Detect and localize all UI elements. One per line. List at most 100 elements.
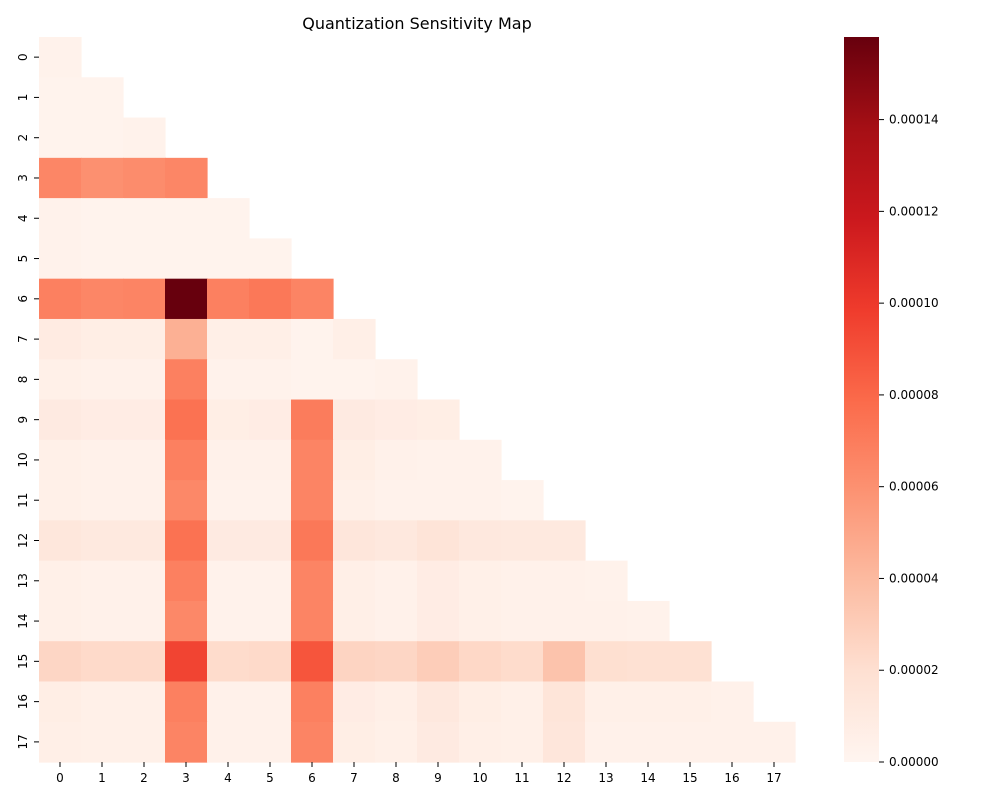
heatmap-cell-15-15 [669, 641, 712, 683]
heatmap-cell-15-5 [249, 641, 292, 683]
heatmap-cell-17-16 [711, 721, 754, 763]
heatmap-cell-16-14 [627, 681, 670, 723]
heatmap-cell-17-15 [669, 721, 712, 763]
heatmap-cell-12-2 [123, 520, 166, 562]
heatmap-cell-15-9 [417, 641, 460, 683]
y-tick-label: 10 [16, 452, 30, 467]
heatmap-cell-13-11 [501, 560, 544, 602]
heatmap-cell-10-1 [81, 439, 124, 481]
heatmap-cell-16-7 [333, 681, 376, 723]
x-tick-label: 12 [556, 771, 571, 785]
heatmap-cell-13-5 [249, 560, 292, 602]
heatmap-cell-9-8 [375, 399, 418, 441]
heatmap-cell-8-1 [81, 359, 124, 401]
colorbar: 0.00000 0.00002 0.00004 0.00006 0.00008 0.000… [844, 37, 939, 769]
heatmap-cell-10-3 [165, 439, 208, 481]
colorbar-tick-label: 0.00004 [889, 571, 939, 585]
heatmap-cell-13-13 [585, 560, 628, 602]
x-tick-label: 5 [266, 771, 274, 785]
heatmap-cell-16-12 [543, 681, 586, 723]
heatmap-cell-14-2 [123, 600, 166, 642]
heatmap-cell-12-12 [543, 520, 586, 562]
heatmap-cell-10-0 [39, 439, 82, 481]
heatmap-cell-6-1 [81, 278, 124, 320]
colorbar-tick-label: 0.00006 [889, 480, 939, 494]
heatmap-cell-14-13 [585, 600, 628, 642]
heatmap-cell-14-12 [543, 600, 586, 642]
heatmap-cell-15-2 [123, 641, 166, 683]
heatmap-cell-12-5 [249, 520, 292, 562]
heatmap-cell-2-1 [81, 117, 124, 159]
y-tick-label: 14 [16, 613, 30, 628]
y-tick-label: 12 [16, 533, 30, 548]
heatmap-cell-17-4 [207, 721, 250, 763]
heatmap-cell-11-11 [501, 480, 544, 521]
x-tick-label: 2 [140, 771, 148, 785]
heatmap-cell-6-0 [39, 278, 82, 320]
heatmap-cell-15-8 [375, 641, 418, 683]
heatmap-cell-5-4 [207, 238, 250, 280]
heatmap-cell-16-8 [375, 681, 418, 723]
heatmap-cell-13-1 [81, 560, 124, 602]
heatmap-cell-9-9 [417, 399, 460, 441]
colorbar-tick-label: 0.00010 [889, 296, 939, 310]
heatmap-cell-14-9 [417, 600, 460, 642]
heatmap-cell-12-3 [165, 520, 208, 562]
heatmap-cell-12-0 [39, 520, 82, 562]
heatmap-cell-12-10 [459, 520, 502, 562]
heatmap-cell-8-4 [207, 359, 250, 401]
heatmap-cell-15-13 [585, 641, 628, 683]
heatmap-cell-6-2 [123, 278, 166, 320]
heatmap-cell-5-0 [39, 238, 82, 280]
heatmap-cell-15-12 [543, 641, 586, 683]
heatmap-cell-14-14 [627, 600, 670, 642]
heatmap-cell-14-3 [165, 600, 208, 642]
heatmap-cell-13-2 [123, 560, 166, 602]
x-tick-label: 13 [598, 771, 613, 785]
heatmap-cell-12-7 [333, 520, 376, 562]
heatmap-cell-13-12 [543, 560, 586, 602]
heatmap-cell-0-0 [39, 37, 82, 78]
heatmap-cell-14-4 [207, 600, 250, 642]
heatmap-cell-15-1 [81, 641, 124, 683]
heatmap-cell-8-3 [165, 359, 208, 401]
x-tick-label: 6 [308, 771, 316, 785]
heatmap-cell-12-11 [501, 520, 544, 562]
heatmap-cell-6-4 [207, 278, 250, 320]
heatmap-cell-16-16 [711, 681, 754, 723]
heatmap-cell-12-1 [81, 520, 124, 562]
heatmap-cell-10-2 [123, 439, 166, 481]
heatmap-cell-11-3 [165, 480, 208, 521]
heatmap-cell-8-8 [375, 359, 418, 401]
heatmap-cell-2-0 [39, 117, 82, 159]
heatmap-cell-13-8 [375, 560, 418, 602]
heatmap-cell-9-5 [249, 399, 292, 441]
heatmap-cell-15-14 [627, 641, 670, 683]
x-axis: 0 1 2 3 4 5 6 7 8 9 10 11 12 13 14 15 16 17 [56, 762, 782, 785]
heatmap-cell-10-5 [249, 439, 292, 481]
heatmap-cell-6-6 [291, 278, 334, 320]
heatmap-cell-16-11 [501, 681, 544, 723]
heatmap-cell-11-6 [291, 480, 334, 521]
heatmap-cell-16-3 [165, 681, 208, 723]
heatmap-cell-3-3 [165, 157, 208, 199]
heatmap-cell-7-1 [81, 318, 124, 360]
heatmap-cell-8-7 [333, 359, 376, 401]
heatmap-cell-7-3 [165, 318, 208, 360]
heatmap-cell-17-11 [501, 721, 544, 763]
heatmap-cell-11-1 [81, 480, 124, 521]
heatmap-cell-10-6 [291, 439, 334, 481]
heatmap-cells [39, 37, 796, 763]
heatmap-cell-13-7 [333, 560, 376, 602]
heatmap-cell-16-1 [81, 681, 124, 723]
heatmap-cell-5-2 [123, 238, 166, 280]
heatmap-cell-17-0 [39, 721, 82, 763]
heatmap-cell-16-0 [39, 681, 82, 723]
x-tick-label: 16 [724, 771, 739, 785]
heatmap-cell-8-2 [123, 359, 166, 401]
heatmap-cell-17-9 [417, 721, 460, 763]
heatmap-cell-16-13 [585, 681, 628, 723]
y-tick-label: 3 [16, 174, 30, 182]
